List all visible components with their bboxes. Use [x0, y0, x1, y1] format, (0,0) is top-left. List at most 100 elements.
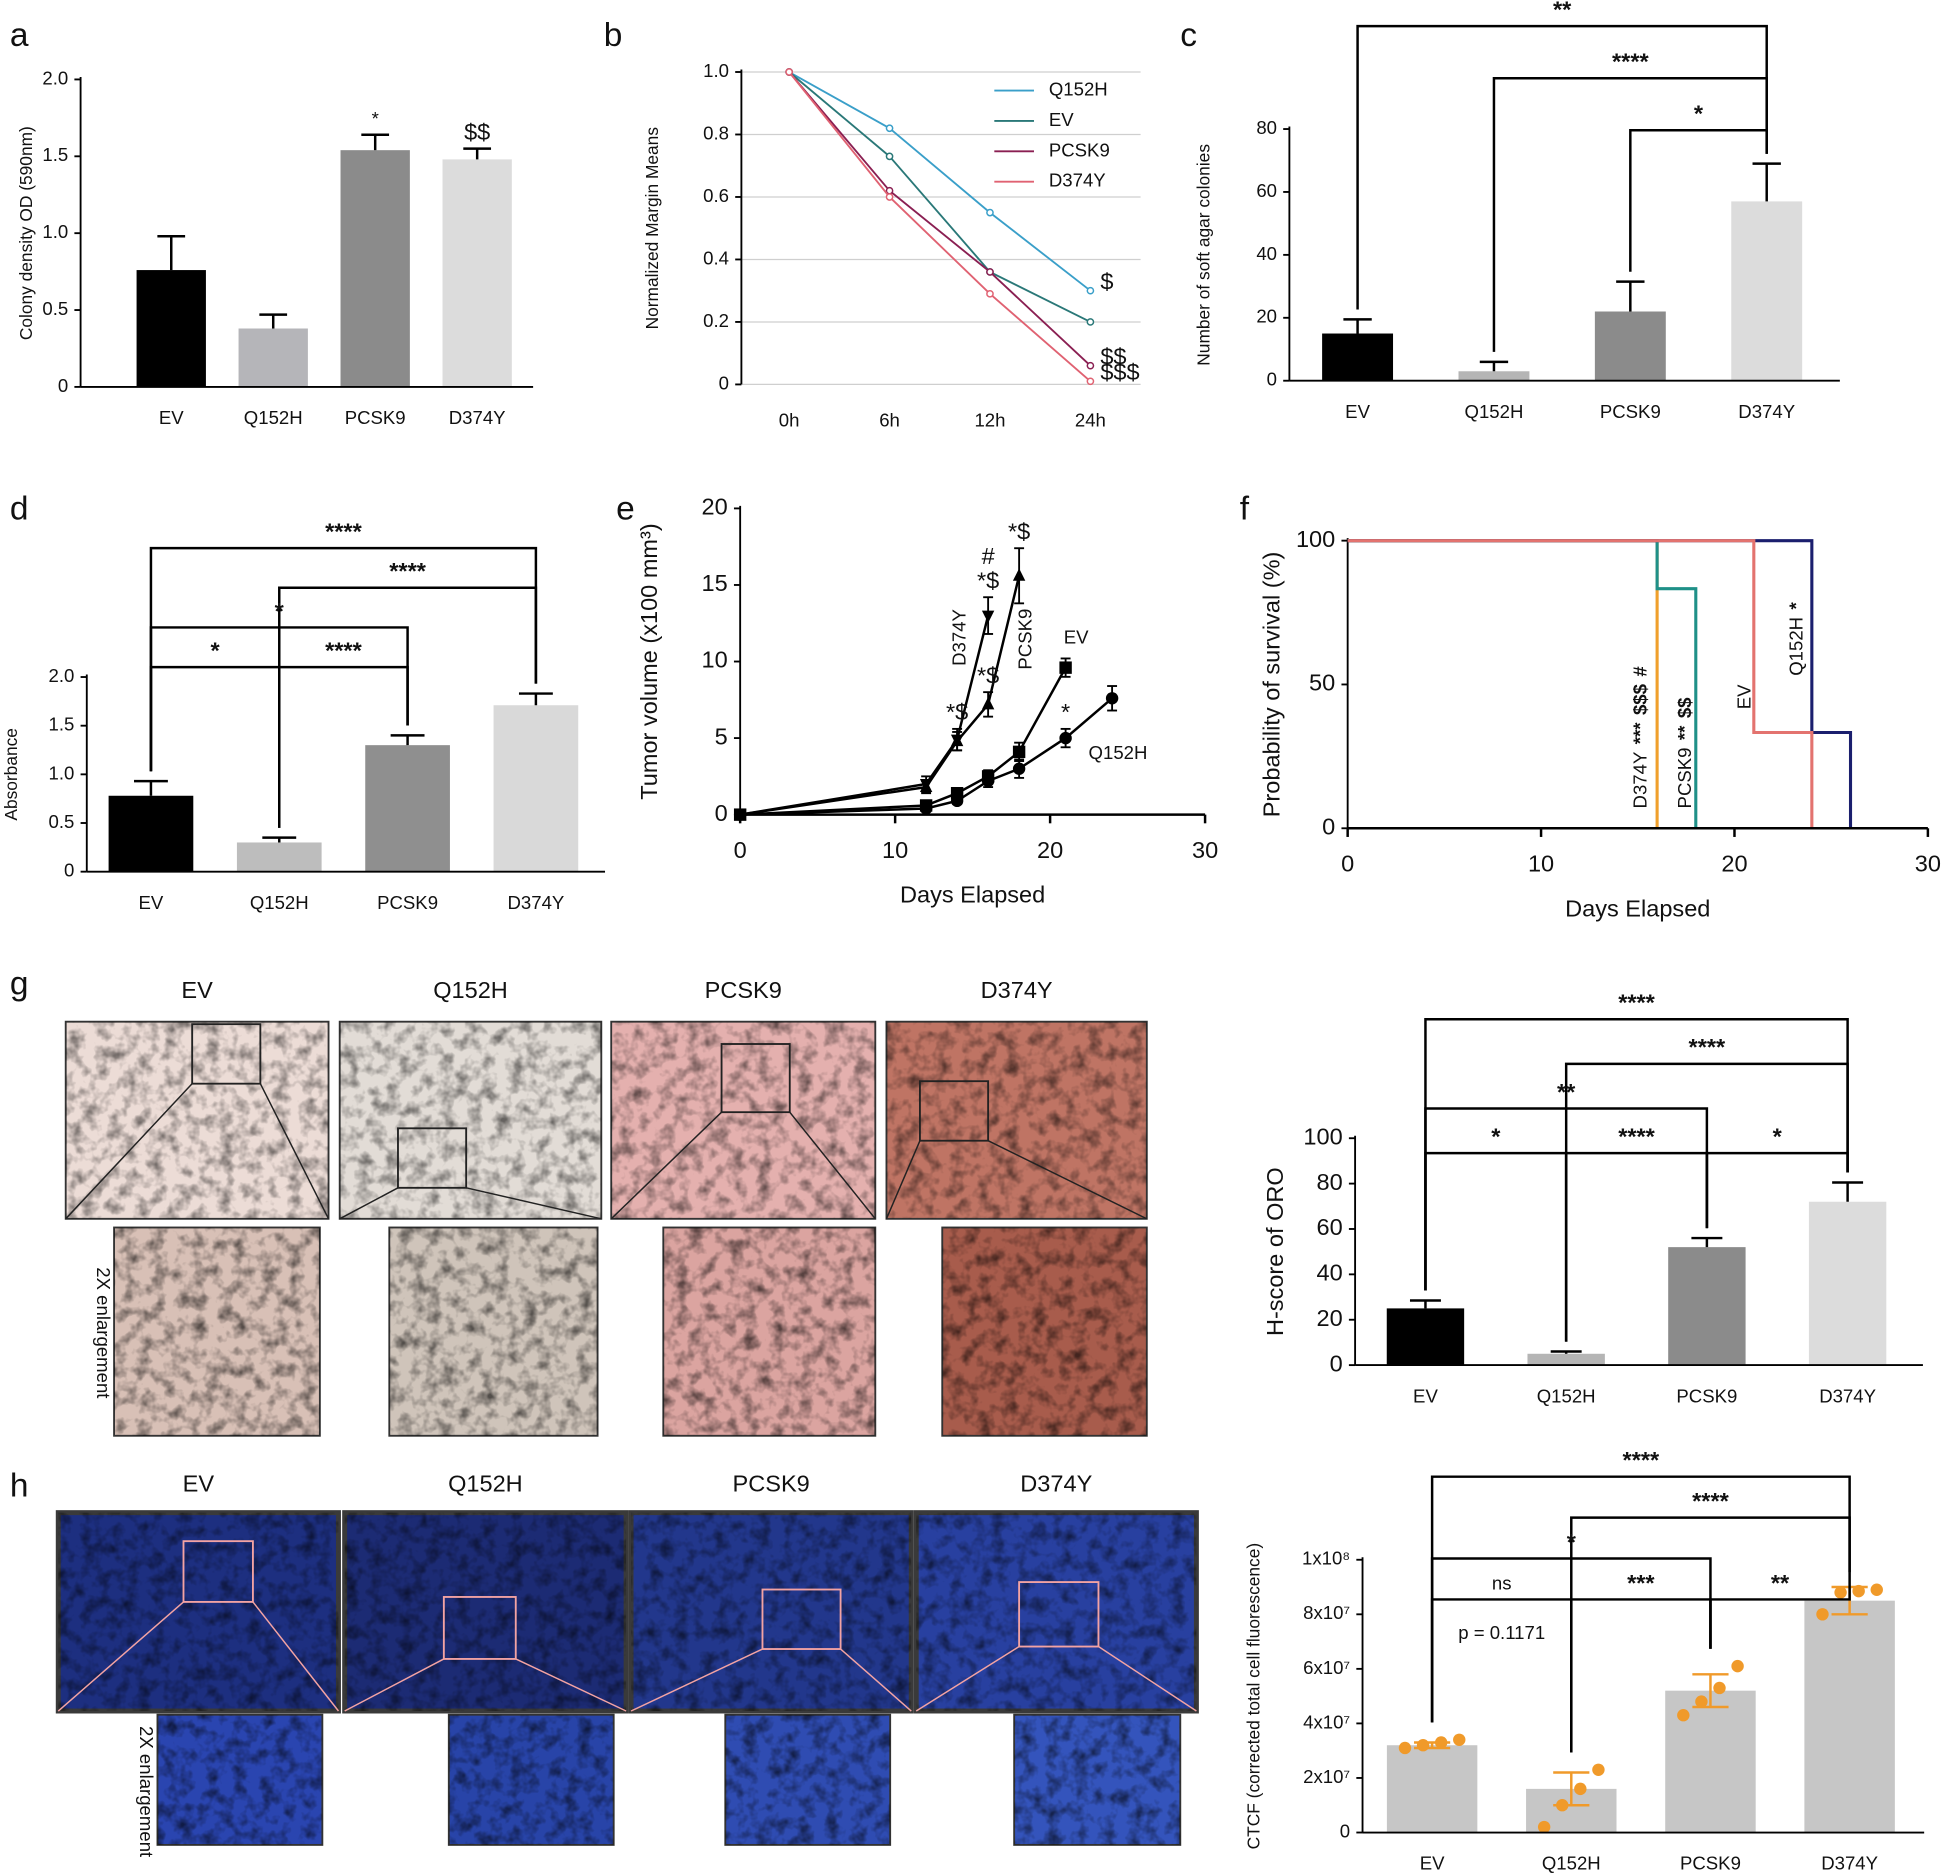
x-tick-label: D374Y — [449, 407, 506, 428]
bar — [1386, 1308, 1465, 1366]
significance-bracket — [1709, 1572, 1851, 1649]
significance-label: $$$ — [1629, 683, 1650, 715]
x-axis-label: Days Elapsed — [900, 882, 1045, 908]
significance-label: * — [211, 637, 221, 663]
micrograph-texture — [725, 1714, 891, 1845]
data-point — [1592, 1763, 1605, 1776]
y-tick-label: 100 — [1303, 1123, 1342, 1149]
point-label: *$ — [977, 568, 999, 594]
significance-bracket — [1356, 24, 1768, 310]
micrograph-texture — [448, 1714, 614, 1845]
x-tick-label: EV — [159, 407, 184, 428]
y-tick-label: 5 — [715, 723, 728, 749]
y-tick-label: 0.5 — [49, 811, 75, 832]
data-point — [1453, 1733, 1466, 1746]
marker — [1059, 661, 1072, 674]
series-label: D374Y *** $$$ # — [1629, 666, 1650, 809]
x-tick-label: 12h — [974, 410, 1005, 431]
y-tick-label: 60 — [1316, 1214, 1342, 1240]
marker — [919, 779, 933, 793]
significance-label: * — [1491, 1123, 1501, 1149]
y-tick-label: 100 — [1296, 526, 1335, 552]
marker — [1105, 692, 1119, 705]
y-tick-label: 1.0 — [703, 60, 729, 81]
y-axis-label: Number of soft agar colonies — [1194, 144, 1214, 366]
point-label: * — [1061, 699, 1070, 725]
zoom-line — [840, 1648, 912, 1712]
p-value: p = 0.1171 — [1458, 1622, 1545, 1643]
image-label: Q152H — [433, 977, 508, 1003]
zoom-line — [57, 1601, 184, 1712]
micrograph-texture — [611, 1021, 876, 1219]
marker — [986, 289, 994, 298]
zoom-line — [789, 1111, 876, 1220]
series-label: PCSK9 — [1014, 609, 1035, 670]
image-label: PCSK9 — [705, 977, 782, 1003]
bar — [238, 328, 308, 387]
legend-label: PCSK9 — [1049, 139, 1110, 160]
x-tick-label: 10 — [882, 837, 908, 863]
micrograph-texture — [663, 1227, 876, 1436]
micrograph-texture — [942, 1227, 1147, 1436]
marker — [1086, 377, 1095, 386]
x-tick-label: EV — [1420, 1853, 1445, 1874]
image-label: EV — [181, 977, 213, 1003]
marker — [1086, 286, 1095, 295]
zoom-box — [1018, 1581, 1100, 1648]
series-name: D374Y — [1629, 752, 1650, 809]
x-tick-label: 0 — [1341, 851, 1354, 877]
significance-bracket — [1629, 129, 1768, 272]
significance-label: *** — [1627, 1570, 1655, 1596]
significance-label: ** — [1771, 1570, 1790, 1596]
data-point — [1816, 1608, 1829, 1621]
micrograph-texture — [344, 1512, 627, 1712]
series-label: Q152H — [1089, 742, 1148, 763]
y-tick-label: 0 — [719, 372, 729, 393]
y-tick-label: 20 — [1256, 306, 1277, 327]
micrograph-texture — [1014, 1714, 1181, 1845]
significance-label: ** — [1674, 725, 1695, 740]
bar — [1527, 1353, 1605, 1366]
x-tick-label: 20 — [1037, 837, 1063, 863]
zoom-box — [761, 1588, 842, 1650]
data-point — [1574, 1782, 1587, 1796]
significance-label: **** — [1692, 1488, 1729, 1514]
series-label: PCSK9 ** $$ — [1674, 697, 1695, 809]
marker — [981, 610, 995, 624]
image-label: EV — [183, 1471, 215, 1497]
panel-letter: b — [604, 17, 623, 54]
end-label: $$$ — [1100, 359, 1139, 385]
end-label: $ — [1100, 268, 1113, 294]
y-axis-label: H-score of ORO — [1262, 1167, 1288, 1336]
y-tick-label: 0.4 — [703, 247, 729, 268]
y-tick-label: 0.6 — [703, 185, 729, 206]
bar — [1594, 311, 1666, 381]
bar — [236, 842, 322, 872]
zoom-line — [344, 1658, 445, 1712]
x-tick-label: Q152H — [1465, 401, 1524, 422]
point-label: *$ — [946, 699, 968, 725]
x-tick-label: D374Y — [1819, 1385, 1876, 1406]
x-tick-label: EV — [1345, 401, 1370, 422]
marker — [919, 802, 933, 815]
y-tick-label: 2.0 — [42, 67, 68, 88]
series-name: PCSK9 — [1674, 748, 1695, 809]
y-tick-label: 0 — [1330, 1350, 1343, 1376]
zoom-line — [915, 1645, 1020, 1712]
marker — [1059, 731, 1072, 745]
y-tick-label: 4x10⁷ — [1303, 1711, 1350, 1732]
y-tick-label: 0 — [1340, 1820, 1350, 1841]
y-axis-label: Absorbance — [1, 728, 21, 821]
marker — [1086, 361, 1095, 370]
line — [739, 575, 1021, 816]
y-tick-label: 6x10⁷ — [1303, 1657, 1350, 1678]
marker — [1012, 568, 1026, 581]
x-tick-label: Q152H — [1537, 1385, 1596, 1406]
enlargement-label: 2X enlargement — [93, 1267, 114, 1399]
data-point — [1677, 1709, 1690, 1722]
micrograph-texture — [58, 1512, 339, 1712]
bar-label: $$ — [464, 119, 490, 145]
marker — [950, 733, 964, 747]
bar — [1731, 201, 1803, 381]
